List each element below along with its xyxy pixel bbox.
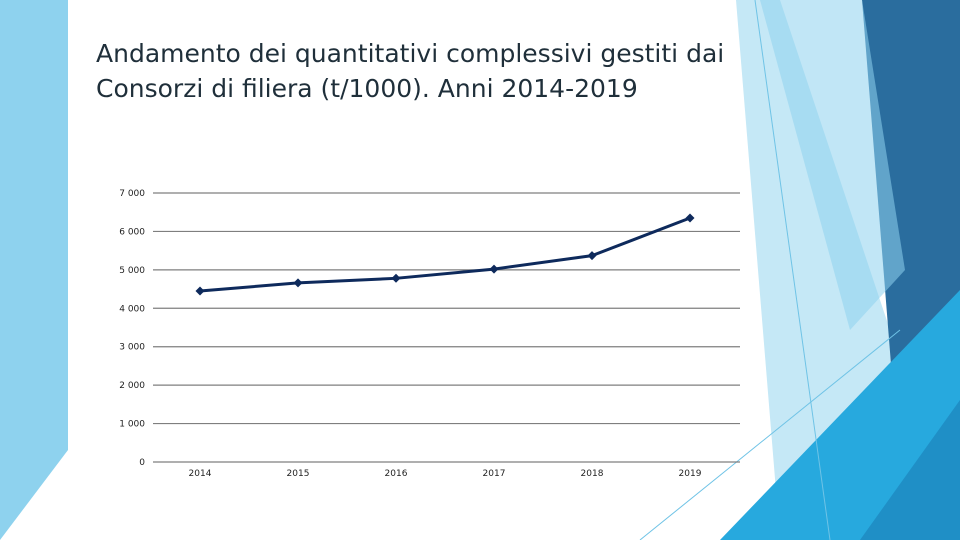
left-accent-shape (0, 0, 68, 540)
x-tick-label: 2019 (679, 469, 702, 479)
x-tick-label: 2016 (385, 469, 408, 479)
accent-line (639, 329, 901, 540)
data-point-marker (489, 264, 499, 274)
y-tick-label: 5 000 (119, 266, 145, 276)
accent-line (754, 0, 831, 540)
data-point-marker (587, 251, 597, 261)
chart-series (195, 213, 695, 296)
data-point-marker (293, 278, 303, 288)
y-axis-tick-labels: 0 1 000 2 000 3 000 4 000 5 000 6 000 7 000 (119, 189, 145, 468)
slide-title-line-1: Andamento dei quantitativi complessivi g… (96, 39, 725, 68)
chart-gridlines (153, 192, 740, 463)
y-tick-label: 1 000 (119, 420, 145, 430)
y-tick-label: 3 000 (119, 343, 145, 353)
data-point-marker (685, 213, 695, 223)
data-point-marker (195, 286, 205, 296)
x-tick-label: 2018 (581, 469, 604, 479)
series-line (199, 216, 691, 293)
right-sky-shape (720, 290, 960, 540)
x-tick-label: 2017 (483, 469, 506, 479)
y-tick-label: 0 (139, 458, 145, 468)
x-tick-label: 2015 (287, 469, 310, 479)
data-point-marker (391, 273, 401, 283)
y-tick-label: 4 000 (119, 304, 145, 314)
y-tick-label: 7 000 (119, 189, 145, 199)
right-mid-shape (860, 400, 960, 540)
x-tick-label: 2014 (189, 469, 212, 479)
y-tick-label: 2 000 (119, 381, 145, 391)
x-axis-tick-labels: 2014 2015 2016 2017 2018 2019 (189, 469, 702, 479)
y-tick-label: 6 000 (119, 227, 145, 237)
right-light-shape (760, 0, 905, 330)
slide-title: Andamento dei quantitativi complessivi g… (96, 36, 856, 106)
slide-title-line-2: Consorzi di filiera (t/1000). Anni 2014-… (96, 74, 638, 103)
